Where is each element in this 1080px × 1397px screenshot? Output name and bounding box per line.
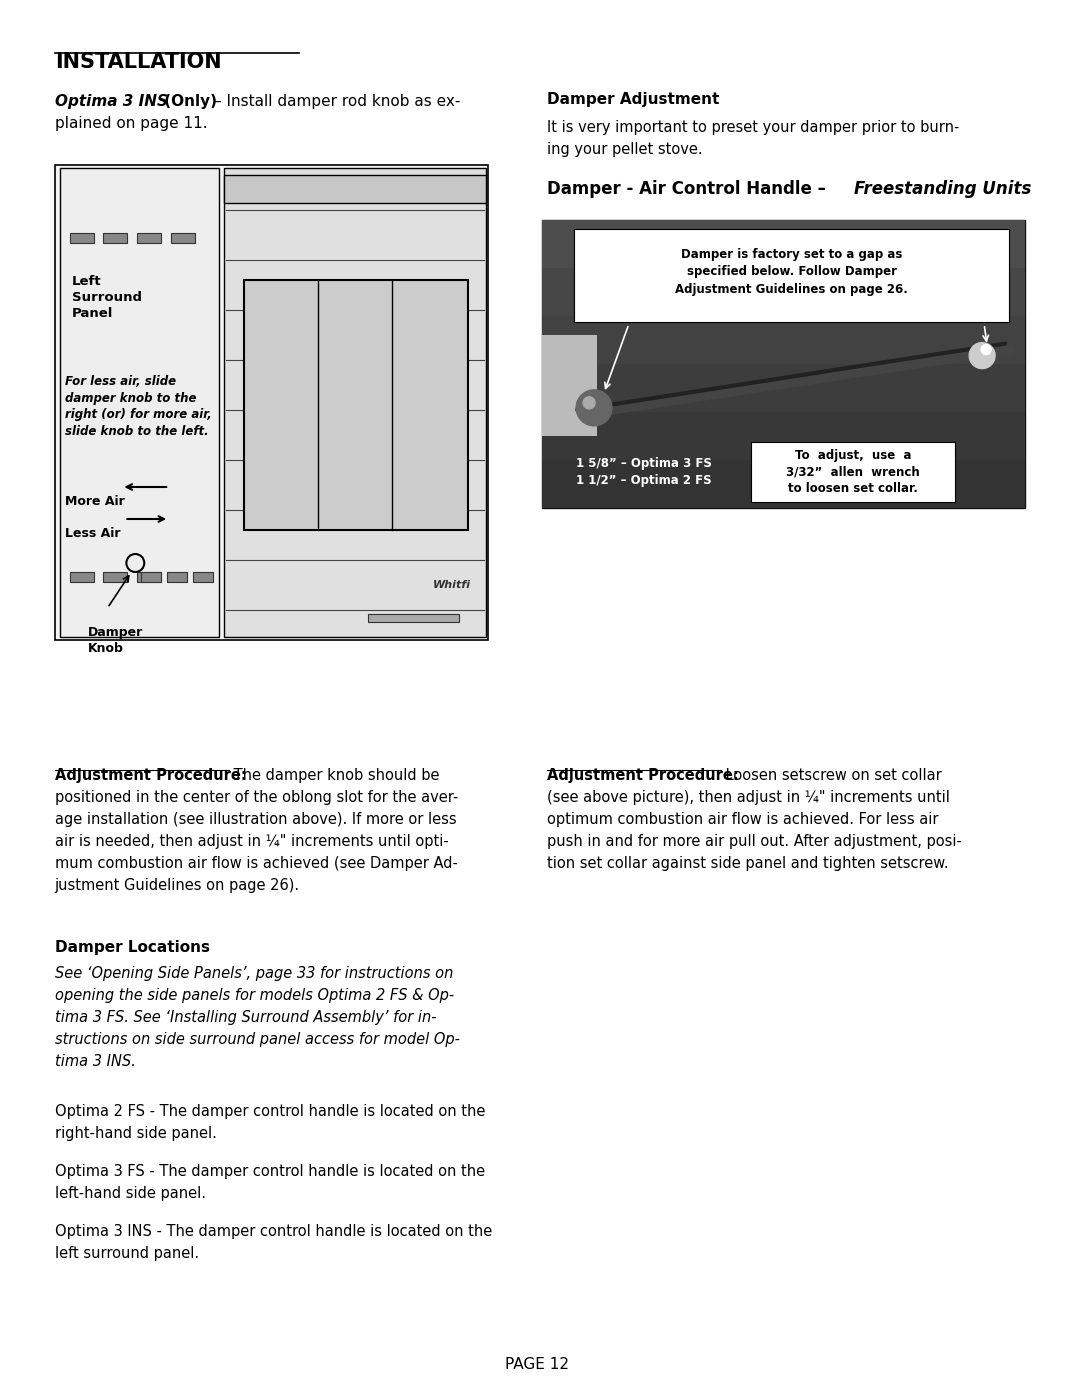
Text: Freestanding Units: Freestanding Units	[854, 180, 1031, 198]
Text: See ‘Opening Side Panels’, page 33 for instructions on: See ‘Opening Side Panels’, page 33 for i…	[55, 965, 454, 981]
Text: Optima 2 FS - The damper control handle is located on the: Optima 2 FS - The damper control handle …	[55, 1104, 485, 1119]
Text: Left
Surround
Panel: Left Surround Panel	[71, 275, 141, 320]
Text: Optima 3 INS - The damper control handle is located on the: Optima 3 INS - The damper control handle…	[55, 1224, 492, 1239]
Bar	[137, 571, 161, 583]
Text: Damper is factory set to a gap as
specified below. Follow Damper
Adjustment Guid: Damper is factory set to a gap as specif…	[675, 247, 908, 296]
Bar	[542, 460, 1025, 509]
Bar	[59, 168, 219, 637]
Bar	[167, 571, 187, 583]
Bar	[141, 571, 161, 583]
Text: push in and for more air pull out. After adjustment, posi-: push in and for more air pull out. After…	[548, 834, 962, 849]
Text: Damper Adjustment: Damper Adjustment	[548, 92, 719, 108]
Text: Optima 3 FS - The damper control handle is located on the: Optima 3 FS - The damper control handle …	[55, 1164, 485, 1179]
Text: INSTALLATION: INSTALLATION	[55, 52, 221, 73]
Text: Damper Locations: Damper Locations	[55, 940, 210, 956]
Text: – Install damper rod knob as ex-: – Install damper rod knob as ex-	[214, 94, 460, 109]
Text: 1 5/8” – Optima 3 FS
1 1/2” – Optima 2 FS: 1 5/8” – Optima 3 FS 1 1/2” – Optima 2 F…	[576, 457, 712, 488]
Text: PAGE 12: PAGE 12	[505, 1356, 569, 1372]
Text: Less Air: Less Air	[65, 527, 120, 541]
Text: Optima 3 INS: Optima 3 INS	[55, 94, 167, 109]
Bar	[244, 279, 468, 529]
Text: Loosen setscrew on set collar: Loosen setscrew on set collar	[721, 768, 942, 782]
Text: air is needed, then adjust in ¼" increments until opti-: air is needed, then adjust in ¼" increme…	[55, 834, 448, 849]
Bar	[542, 365, 1025, 412]
Bar	[55, 165, 487, 640]
Text: Damper - Air Control Handle –: Damper - Air Control Handle –	[548, 180, 832, 198]
Bar	[542, 316, 1025, 365]
Text: age installation (see illustration above). If more or less: age installation (see illustration above…	[55, 812, 457, 827]
Text: Damper
Knob: Damper Knob	[87, 626, 143, 655]
Text: right-hand side panel.: right-hand side panel.	[55, 1126, 217, 1141]
Bar	[368, 615, 459, 622]
Bar	[575, 229, 1009, 321]
Text: optimum combustion air flow is achieved. For less air: optimum combustion air flow is achieved.…	[548, 812, 939, 827]
Text: It is very important to preset your damper prior to burn-: It is very important to preset your damp…	[548, 120, 960, 136]
Bar	[104, 571, 127, 583]
Bar	[542, 268, 1025, 316]
Circle shape	[583, 397, 595, 409]
Bar	[542, 219, 1025, 509]
Text: The damper knob should be: The damper knob should be	[229, 768, 440, 782]
Bar	[542, 219, 1025, 268]
Text: ing your pellet stove.: ing your pellet stove.	[548, 142, 703, 156]
Bar	[193, 571, 213, 583]
Bar	[224, 175, 486, 203]
Text: Adjustment Procedure:: Adjustment Procedure:	[548, 768, 739, 782]
Bar	[137, 233, 161, 243]
Text: left surround panel.: left surround panel.	[55, 1246, 199, 1261]
Text: positioned in the center of the oblong slot for the aver-: positioned in the center of the oblong s…	[55, 789, 458, 805]
Text: tion set collar against side panel and tighten setscrew.: tion set collar against side panel and t…	[548, 856, 949, 870]
Text: (Only): (Only)	[159, 94, 222, 109]
Bar	[542, 335, 597, 436]
Circle shape	[981, 345, 991, 355]
Text: opening the side panels for models Optima 2 FS & Op-: opening the side panels for models Optim…	[55, 988, 454, 1003]
Text: Adjustment Procedure:: Adjustment Procedure:	[55, 768, 246, 782]
Text: For less air, slide
damper knob to the
right (or) for more air,
slide knob to th: For less air, slide damper knob to the r…	[65, 374, 212, 437]
Text: tima 3 FS. See ‘Installing Surround Assembly’ for in-: tima 3 FS. See ‘Installing Surround Asse…	[55, 1010, 436, 1025]
Text: justment Guidelines on page 26).: justment Guidelines on page 26).	[55, 877, 300, 893]
Circle shape	[576, 390, 612, 426]
Bar	[224, 168, 486, 637]
Circle shape	[969, 342, 995, 369]
Text: structions on side surround panel access for model Op-: structions on side surround panel access…	[55, 1032, 460, 1046]
Text: tima 3 INS.: tima 3 INS.	[55, 1053, 136, 1069]
Text: Whitfi: Whitfi	[433, 580, 471, 590]
Bar	[171, 233, 195, 243]
Text: More Air: More Air	[65, 495, 124, 509]
Text: (see above picture), then adjust in ¼" increments until: (see above picture), then adjust in ¼" i…	[548, 789, 950, 805]
Bar	[69, 571, 94, 583]
Text: mum combustion air flow is achieved (see Damper Ad-: mum combustion air flow is achieved (see…	[55, 856, 458, 870]
Bar	[752, 441, 956, 502]
Bar	[542, 412, 1025, 460]
Text: left-hand side panel.: left-hand side panel.	[55, 1186, 205, 1201]
Bar	[69, 233, 94, 243]
Text: To  adjust,  use  a
3/32”  allen  wrench
to loosen set collar.: To adjust, use a 3/32” allen wrench to l…	[786, 448, 920, 496]
Bar	[104, 233, 127, 243]
Text: plained on page 11.: plained on page 11.	[55, 116, 207, 131]
